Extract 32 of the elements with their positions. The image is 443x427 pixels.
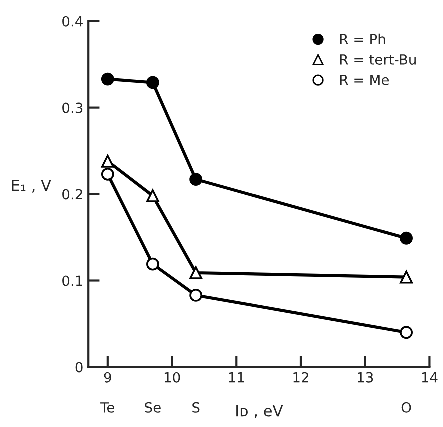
text: S [192,402,200,413]
x-tick-label: 10 [164,372,180,383]
x-tick-label: 13 [358,372,374,383]
point [190,173,203,186]
y-tick-label: 0.1 [62,276,82,286]
legend-label: R = tert-Bu [340,54,416,65]
point [146,76,160,90]
point [190,288,203,302]
point [101,72,114,86]
point [101,168,114,181]
point [146,190,160,202]
point [400,232,413,245]
x-tick-label: 14 [422,372,438,383]
point [101,154,114,168]
x-axis-title: Iᴅ , eV [236,405,284,418]
y-tick-label: 0.2 [62,189,82,200]
y-tick-label: 0.3 [62,102,83,114]
y-tick-label: 0 [76,362,83,373]
text: Se [145,402,161,413]
x-tick-label: 12 [294,372,308,383]
text: Te [100,402,115,413]
x-tick-label: 11 [229,372,244,383]
text: O [402,402,412,413]
point [400,326,413,340]
point [146,258,160,271]
x-tick-label: 9 [104,372,112,383]
point [190,266,203,280]
y-axis-title: E₁ , V [12,180,52,193]
point [400,270,413,284]
legend-label: R = Me [340,75,390,86]
y-tick-label: 0.4 [62,16,83,27]
legend-label: R = Ph [340,34,386,44]
